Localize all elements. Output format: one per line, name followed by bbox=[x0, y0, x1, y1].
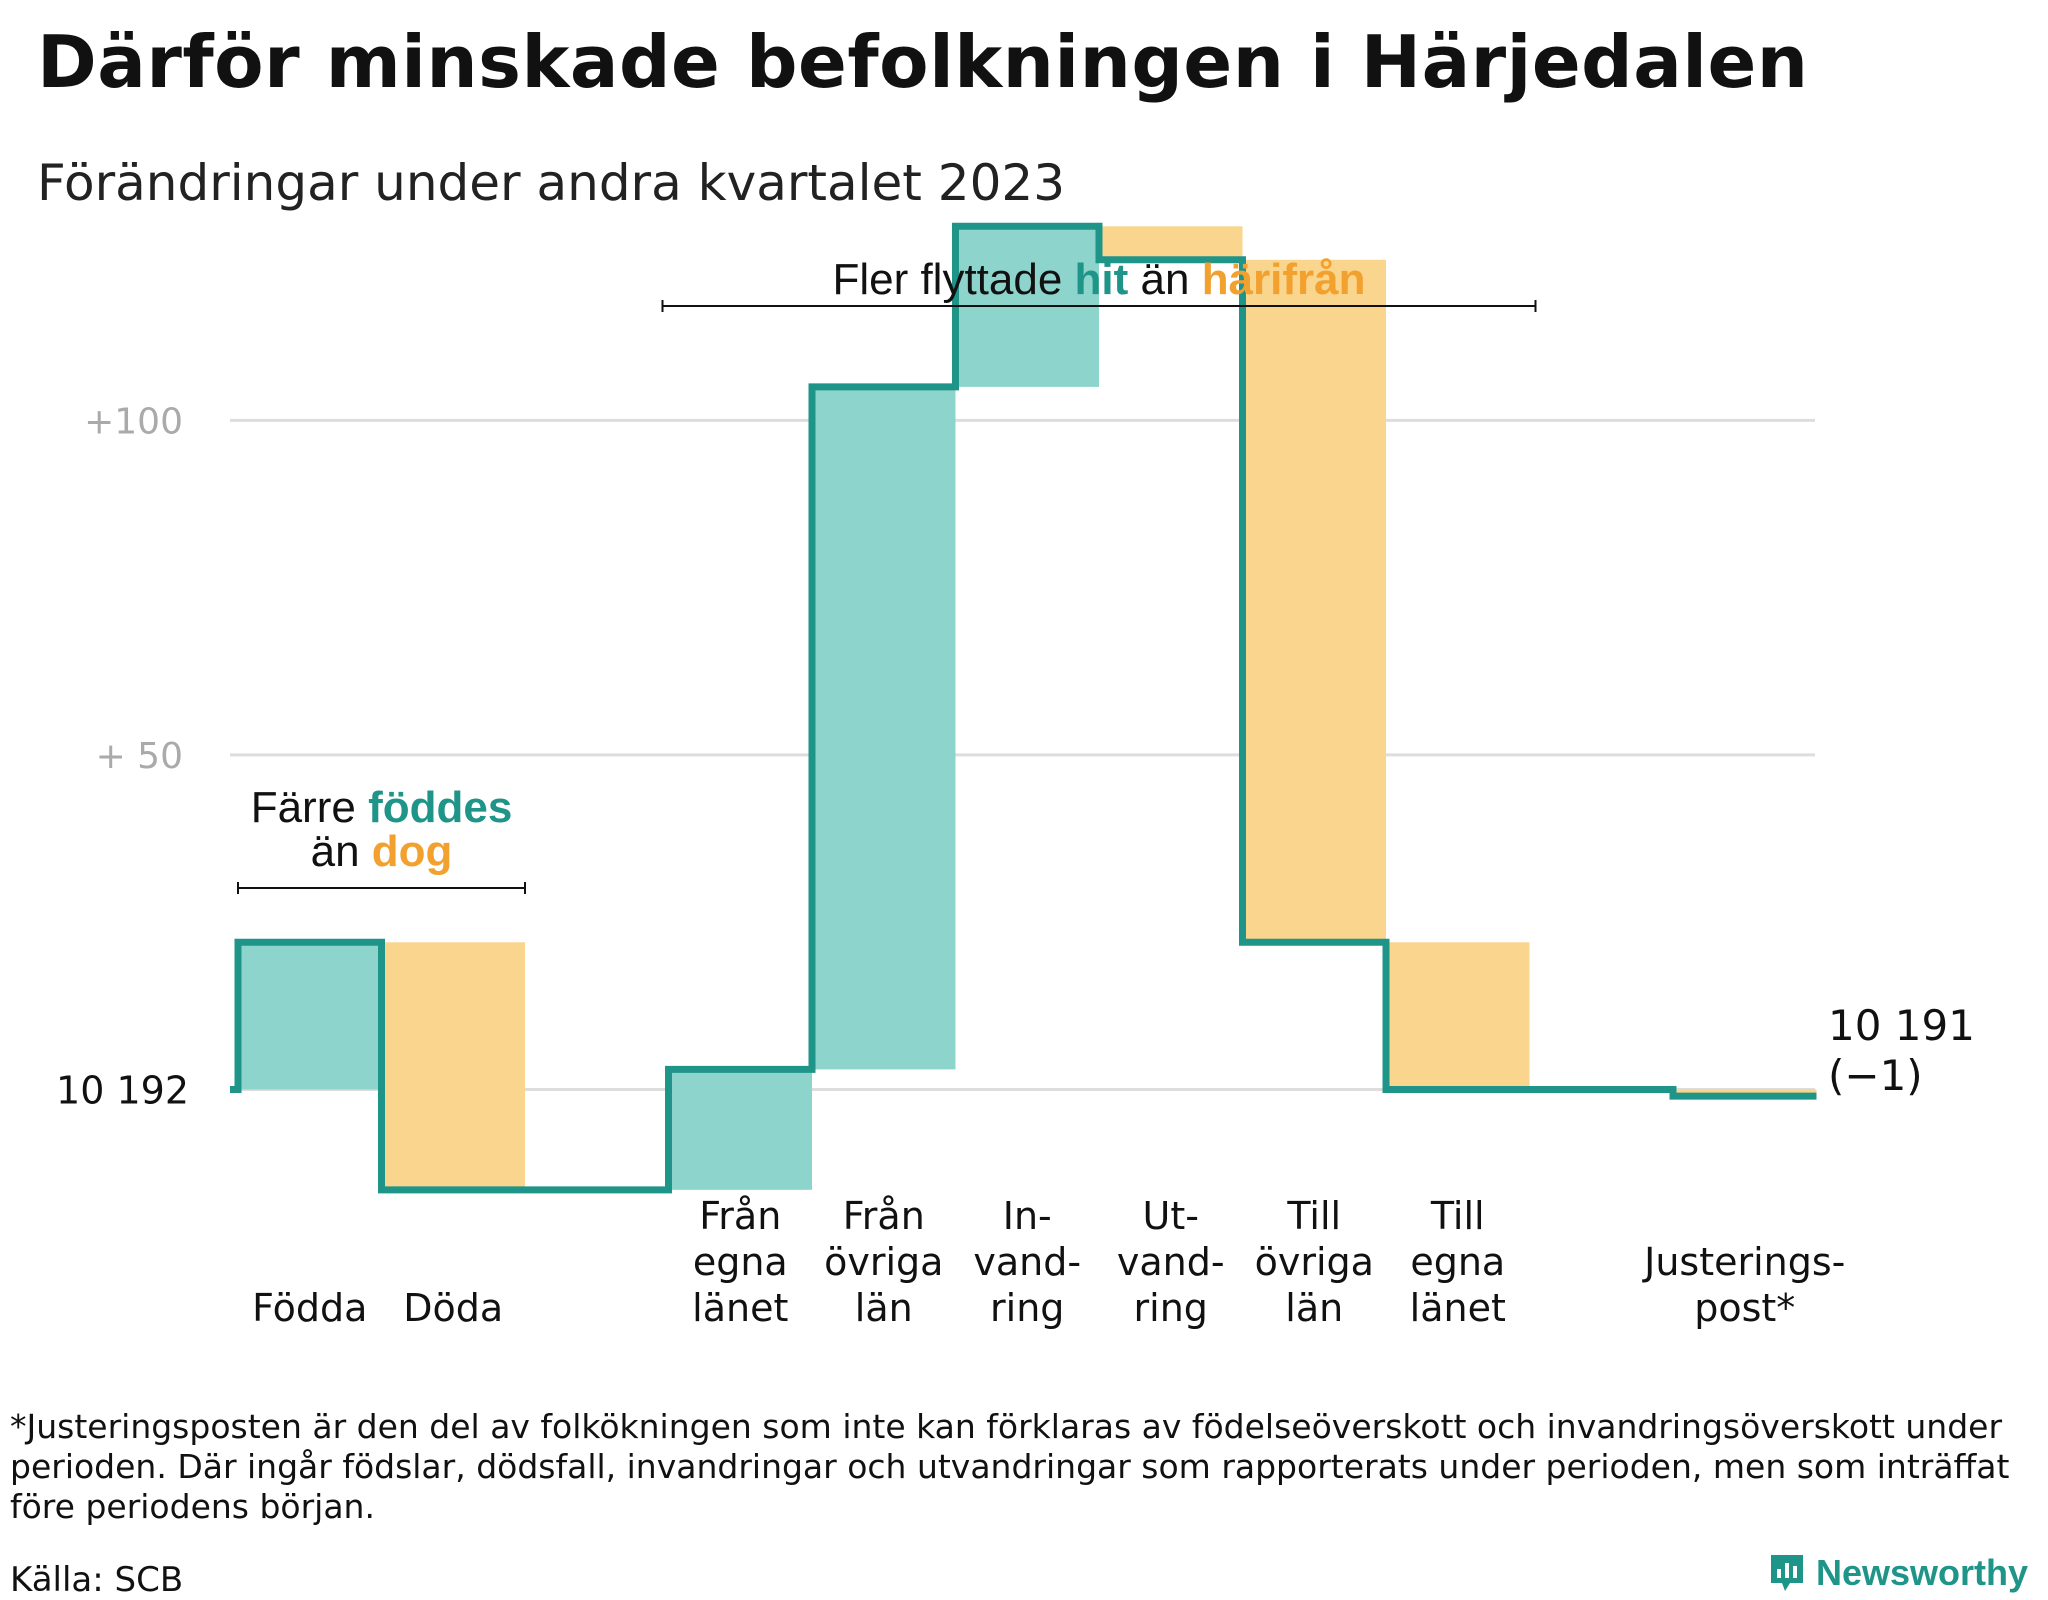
category-label: Från bbox=[843, 1194, 925, 1238]
category-label: Ut- bbox=[1143, 1194, 1199, 1238]
end-value-label: 10 191 bbox=[1828, 1001, 1975, 1050]
chart-subtitle: Förändringar under andra kvartalet 2023 bbox=[37, 154, 1066, 212]
annotation-highlight-hit: hit bbox=[1075, 255, 1129, 304]
y-tick-label: + 50 bbox=[96, 736, 183, 777]
waterfall-bar bbox=[812, 386, 956, 1070]
category-label: länet bbox=[1410, 1286, 1506, 1330]
category-label: Födda bbox=[252, 1286, 367, 1330]
annotation-highlight-harifran: härifrån bbox=[1202, 255, 1366, 304]
source-label: Källa: SCB bbox=[10, 1560, 184, 1600]
annotation-plain: Fler flyttade bbox=[832, 255, 1074, 304]
category-label: övriga bbox=[1255, 1240, 1374, 1284]
category-label: Döda bbox=[403, 1286, 503, 1330]
newsworthy-logo-icon bbox=[1770, 1555, 1803, 1591]
waterfall-bar bbox=[1242, 259, 1386, 943]
brand-logo: Newsworthy bbox=[1768, 1552, 2028, 1594]
annotation-highlight-doda: dog bbox=[372, 827, 453, 876]
category-label: vand- bbox=[973, 1240, 1081, 1284]
y-tick-label: +100 bbox=[84, 401, 183, 442]
births-annotation-line1: Färre föddes bbox=[251, 783, 513, 832]
annotation-highlight-fodda: föddes bbox=[368, 783, 512, 832]
category-label: ring bbox=[1134, 1286, 1208, 1330]
waterfall-bar bbox=[381, 942, 525, 1190]
category-label: län bbox=[1285, 1286, 1343, 1330]
category-label: ring bbox=[990, 1286, 1064, 1330]
waterfall-bar bbox=[1099, 226, 1243, 260]
category-label: länet bbox=[692, 1286, 788, 1330]
annotation-plain: än bbox=[1128, 255, 1201, 304]
annotation-plain: än bbox=[311, 827, 372, 876]
category-label: Till bbox=[1286, 1194, 1341, 1238]
annotation-plain: Färre bbox=[251, 783, 368, 832]
category-label: post* bbox=[1694, 1286, 1795, 1330]
category-label: övriga bbox=[824, 1240, 943, 1284]
category-label: Justerings- bbox=[1642, 1240, 1845, 1284]
end-change-label: (−1) bbox=[1828, 1051, 1923, 1100]
category-label: egna bbox=[1410, 1240, 1505, 1284]
chart-title: Därför minskade befolkningen i Härjedale… bbox=[37, 20, 1809, 104]
waterfall-bar bbox=[1386, 942, 1530, 1090]
births-annotation-line2: än dog bbox=[311, 827, 453, 876]
footnote: *Justeringsposten är den del av folkökni… bbox=[10, 1407, 2010, 1526]
migration-annotation: Fler flyttade hit än härifrån bbox=[832, 255, 1365, 304]
category-label: egna bbox=[693, 1240, 788, 1284]
waterfall-bar bbox=[668, 1069, 812, 1190]
category-label: vand- bbox=[1117, 1240, 1225, 1284]
start-value-label: 10 192 bbox=[56, 1068, 189, 1112]
category-label: Från bbox=[699, 1194, 781, 1238]
category-label: län bbox=[855, 1286, 913, 1330]
waterfall-bar bbox=[238, 942, 382, 1090]
category-label: In- bbox=[1003, 1194, 1052, 1238]
brand-name: Newsworthy bbox=[1815, 1552, 2028, 1593]
category-label: Till bbox=[1430, 1194, 1485, 1238]
